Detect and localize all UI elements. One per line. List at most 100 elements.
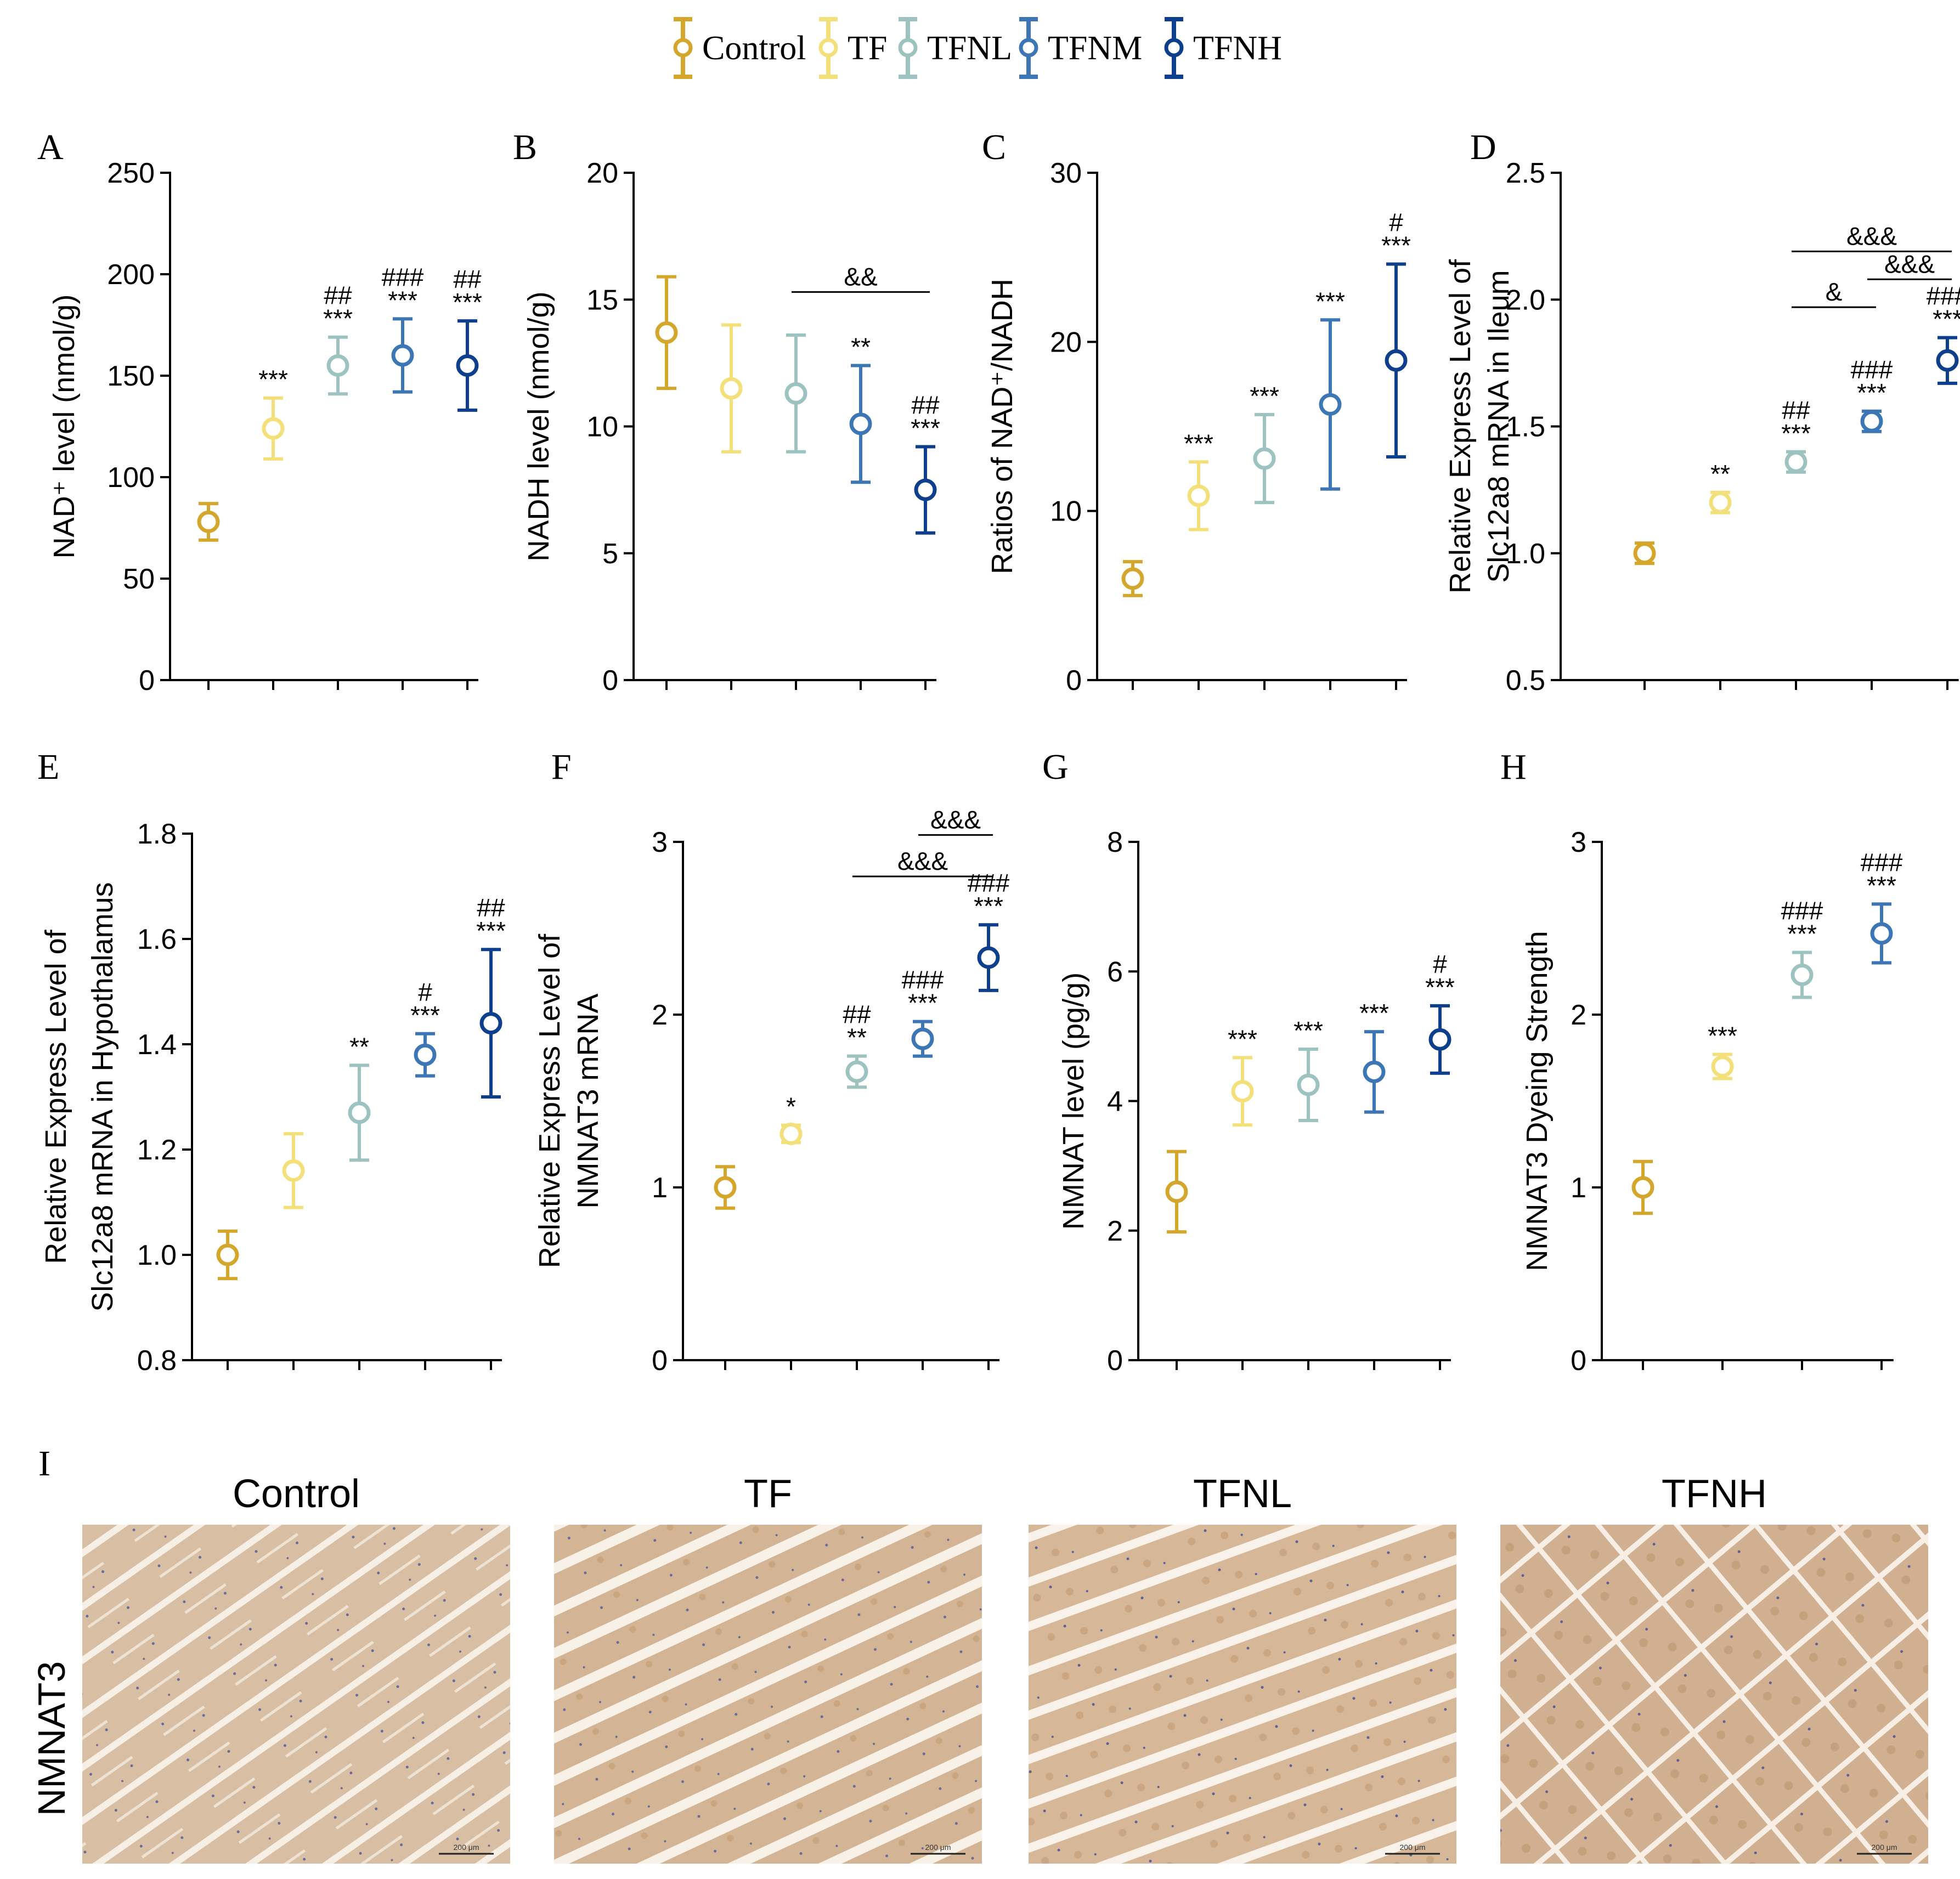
bracket-label: && bbox=[844, 262, 877, 291]
y-tick-label: 200 bbox=[107, 259, 155, 291]
y-tick-label: 20 bbox=[1050, 326, 1082, 358]
data-point-tfnl bbox=[1297, 1048, 1320, 1122]
mean-marker bbox=[714, 1176, 737, 1199]
mean-marker bbox=[849, 412, 872, 435]
significance-label: ### bbox=[382, 263, 424, 291]
image-row-label: NMNAT3 bbox=[30, 1661, 73, 1816]
data-point-tfnl bbox=[784, 333, 807, 454]
data-point-tfnm bbox=[911, 1020, 934, 1058]
data-point-tf bbox=[1711, 1052, 1734, 1080]
y-tick-label: 1.5 bbox=[1506, 411, 1545, 443]
legend-item-tfnh: TFNH bbox=[1164, 17, 1282, 79]
panel-letter-E: E bbox=[37, 747, 59, 787]
significance-label: ### bbox=[1851, 355, 1893, 384]
data-point-control bbox=[197, 502, 220, 542]
data-point-tf bbox=[262, 396, 285, 461]
legend: Control TF TFNL TFNM TFNH bbox=[673, 17, 1282, 79]
significance-label: *** bbox=[1708, 1021, 1737, 1050]
legend-marker-icon bbox=[1019, 38, 1038, 58]
y-tick-label: 5 bbox=[602, 538, 618, 570]
y-tick-label: 3 bbox=[1571, 827, 1586, 858]
mean-marker bbox=[845, 1060, 868, 1083]
y-tick-label: 2 bbox=[1571, 999, 1586, 1031]
mean-marker bbox=[1790, 964, 1814, 987]
y-tick-label: 50 bbox=[123, 563, 155, 595]
mean-marker bbox=[1297, 1073, 1320, 1096]
panel-letter-I: I bbox=[38, 1444, 50, 1484]
mean-marker bbox=[1631, 1176, 1654, 1199]
mean-marker bbox=[977, 946, 1000, 969]
data-point-tfnl bbox=[326, 335, 349, 396]
data-point-tfnm bbox=[1860, 409, 1883, 433]
mean-marker bbox=[197, 510, 220, 533]
mean-marker bbox=[780, 1122, 803, 1145]
bracket-label: &&& bbox=[897, 847, 948, 875]
data-point-tfnm bbox=[414, 1032, 437, 1078]
significance-label: *** bbox=[1184, 429, 1213, 457]
chart-panel-D: D 0.5 1.0 1.5 2.0 2.5 Relative Express Level o… bbox=[1444, 127, 1960, 697]
mean-marker bbox=[1936, 349, 1959, 372]
significance-label: *** bbox=[1359, 999, 1389, 1027]
y-tick-label: 2 bbox=[652, 999, 668, 1031]
panel-letter-F: F bbox=[551, 747, 572, 787]
y-tick-label: 8 bbox=[1107, 827, 1123, 858]
data-point-control bbox=[216, 1229, 239, 1281]
significance-label: *** bbox=[974, 892, 1003, 920]
significance-label: ** bbox=[349, 1032, 369, 1061]
mean-marker bbox=[1709, 491, 1732, 514]
data-point-tfnh bbox=[479, 948, 502, 1099]
data-point-tf bbox=[282, 1132, 305, 1209]
mean-marker bbox=[1363, 1060, 1386, 1083]
mean-marker bbox=[1633, 542, 1656, 565]
chart-panel-A: A 0 50 100 150 200 250 NAD⁺ level (nmol/g) *** **… bbox=[37, 127, 482, 697]
mean-marker bbox=[348, 1101, 371, 1124]
image-title-tfnl: TFNL bbox=[1193, 1472, 1292, 1516]
y-tick-label: 4 bbox=[1107, 1086, 1123, 1118]
significance-label: ## bbox=[843, 1000, 871, 1029]
data-point-tf bbox=[780, 1122, 803, 1145]
data-point-tfnh bbox=[914, 445, 937, 535]
mean-marker bbox=[282, 1159, 305, 1182]
y-tick-label: 1.0 bbox=[1506, 538, 1545, 570]
panel-letter-C: C bbox=[982, 127, 1006, 167]
histology-panel: I NMNAT3 Control TF TFNL TFNH 200 μm 200… bbox=[30, 1444, 1928, 1864]
mean-marker bbox=[1231, 1080, 1254, 1103]
significance-label: ## bbox=[1782, 396, 1810, 425]
significance-label: ** bbox=[847, 1023, 867, 1052]
scale-bar-label: 200 μm bbox=[1400, 1843, 1426, 1852]
significance-label: *** bbox=[1787, 920, 1817, 948]
y-axis-title: Slc12a8 mRNA in Ileum bbox=[1482, 270, 1515, 582]
significance-label: ### bbox=[1781, 897, 1823, 925]
legend-marker-icon bbox=[673, 38, 693, 58]
y-tick-label: 1.4 bbox=[137, 1029, 177, 1061]
y-tick-label: 150 bbox=[107, 360, 155, 392]
panel-letter-G: G bbox=[1042, 747, 1069, 787]
mean-marker bbox=[914, 478, 937, 501]
data-point-control bbox=[655, 275, 678, 390]
y-axis-title: NAD⁺ level (nmol/g) bbox=[48, 295, 81, 559]
significance-label: *** bbox=[1425, 973, 1455, 1001]
significance-label: # bbox=[418, 978, 432, 1006]
y-axis-title: NADH level (nmol/g) bbox=[522, 291, 555, 561]
significance-label: *** bbox=[1228, 1025, 1257, 1053]
mean-marker bbox=[1187, 484, 1210, 507]
significance-label: *** bbox=[1867, 871, 1896, 899]
data-point-control bbox=[1633, 541, 1656, 565]
significance-label: ## bbox=[477, 893, 505, 922]
panel-letter-B: B bbox=[513, 127, 537, 167]
image-title-control: Control bbox=[233, 1472, 360, 1516]
panel-letter-H: H bbox=[1500, 747, 1527, 787]
panel-letter-A: A bbox=[37, 127, 64, 167]
data-point-control bbox=[1121, 560, 1144, 597]
significance-label: ## bbox=[453, 265, 482, 293]
histology-image-tf: 200 μm bbox=[554, 1525, 982, 1864]
y-tick-label: 0 bbox=[139, 665, 155, 697]
significance-label: *** bbox=[410, 1001, 440, 1029]
significance-label: ** bbox=[1710, 460, 1730, 488]
y-tick-label: 0 bbox=[652, 1345, 668, 1377]
legend-item-tf: TF bbox=[818, 17, 887, 79]
y-tick-label: 0.8 bbox=[137, 1345, 177, 1377]
